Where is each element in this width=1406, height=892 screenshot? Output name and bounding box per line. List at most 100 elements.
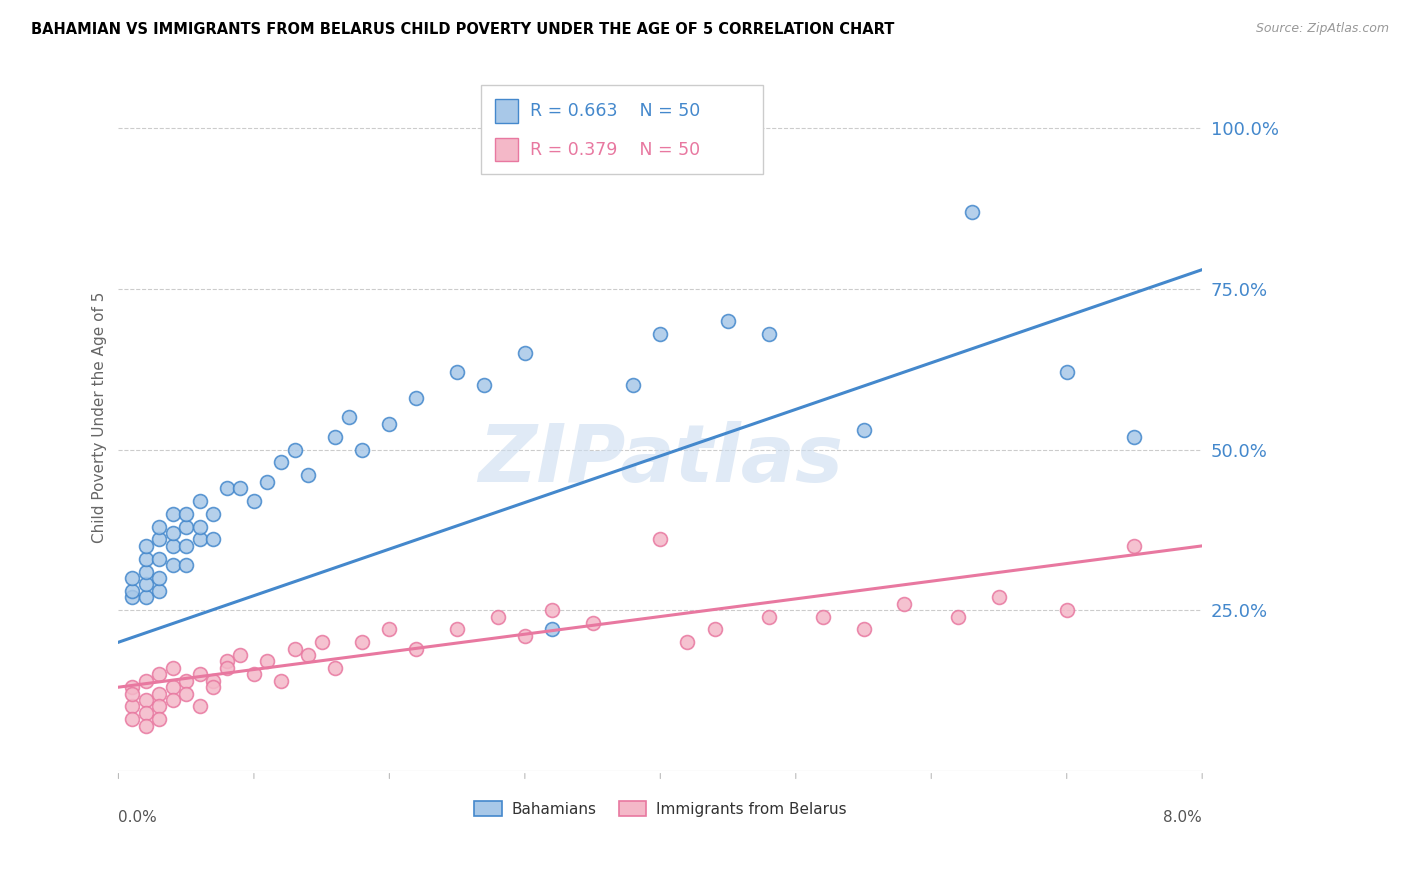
Point [121, 571, 143, 585]
Point [121, 699, 143, 714]
Point [148, 519, 170, 533]
FancyBboxPatch shape [495, 137, 519, 161]
Point [243, 494, 266, 508]
Point [337, 410, 360, 425]
Point [297, 468, 319, 483]
Legend: Bahamians, Immigrants from Belarus: Bahamians, Immigrants from Belarus [468, 796, 852, 823]
Point [446, 366, 468, 380]
Point [121, 583, 143, 598]
Point [541, 603, 564, 617]
Point [405, 391, 427, 405]
Point [188, 667, 211, 681]
Point [323, 661, 346, 675]
Text: R = 0.663    N = 50: R = 0.663 N = 50 [530, 103, 700, 120]
Point [352, 635, 374, 649]
Point [581, 615, 603, 630]
Point [148, 667, 170, 681]
Point [121, 687, 143, 701]
Point [352, 442, 374, 457]
Point [621, 378, 644, 392]
Point [513, 346, 536, 360]
Point [323, 430, 346, 444]
Point [135, 673, 157, 688]
Point [188, 699, 211, 714]
Point [174, 539, 197, 553]
Point [703, 623, 725, 637]
Point [960, 204, 983, 219]
Point [215, 655, 238, 669]
FancyBboxPatch shape [495, 99, 519, 123]
Point [243, 667, 266, 681]
Point [174, 558, 197, 573]
Point [270, 673, 292, 688]
Point [270, 455, 292, 469]
Point [256, 475, 278, 489]
Point [1056, 603, 1078, 617]
Point [215, 661, 238, 675]
Point [650, 533, 672, 547]
Point [135, 577, 157, 591]
Point [1123, 430, 1146, 444]
Point [215, 481, 238, 495]
Y-axis label: Child Poverty Under the Age of 5: Child Poverty Under the Age of 5 [93, 292, 107, 543]
Point [811, 609, 834, 624]
Point [446, 623, 468, 637]
Point [229, 481, 252, 495]
Point [162, 507, 184, 521]
Point [852, 423, 875, 437]
Point [135, 591, 157, 605]
Point [162, 558, 184, 573]
Point [135, 719, 157, 733]
Point [148, 699, 170, 714]
Point [297, 648, 319, 662]
Text: 0.0%: 0.0% [118, 810, 157, 824]
Point [148, 712, 170, 726]
Point [174, 687, 197, 701]
Point [188, 533, 211, 547]
Point [148, 583, 170, 598]
Point [135, 693, 157, 707]
Point [283, 641, 305, 656]
Point [162, 680, 184, 694]
Point [148, 533, 170, 547]
Point [541, 623, 564, 637]
Point [162, 526, 184, 541]
Point [174, 673, 197, 688]
Point [650, 326, 672, 341]
Point [162, 539, 184, 553]
Point [202, 680, 225, 694]
Point [676, 635, 699, 649]
Point [256, 655, 278, 669]
Point [378, 623, 401, 637]
FancyBboxPatch shape [481, 86, 763, 174]
Point [202, 673, 225, 688]
Point [229, 648, 252, 662]
Point [202, 507, 225, 521]
Point [188, 519, 211, 533]
Point [893, 597, 915, 611]
Point [852, 623, 875, 637]
Point [135, 706, 157, 720]
Point [988, 591, 1011, 605]
Point [174, 519, 197, 533]
Point [121, 712, 143, 726]
Point [188, 494, 211, 508]
Point [121, 591, 143, 605]
Point [717, 314, 740, 328]
Point [1123, 539, 1146, 553]
Point [135, 565, 157, 579]
Point [472, 378, 495, 392]
Point [148, 687, 170, 701]
Point [1056, 366, 1078, 380]
Text: Source: ZipAtlas.com: Source: ZipAtlas.com [1256, 22, 1389, 36]
Point [135, 539, 157, 553]
Point [162, 661, 184, 675]
Point [148, 551, 170, 566]
Text: ZIPatlas: ZIPatlas [478, 421, 842, 499]
Point [378, 417, 401, 431]
Point [486, 609, 509, 624]
Point [202, 533, 225, 547]
Point [758, 609, 780, 624]
Point [948, 609, 970, 624]
Point [121, 680, 143, 694]
